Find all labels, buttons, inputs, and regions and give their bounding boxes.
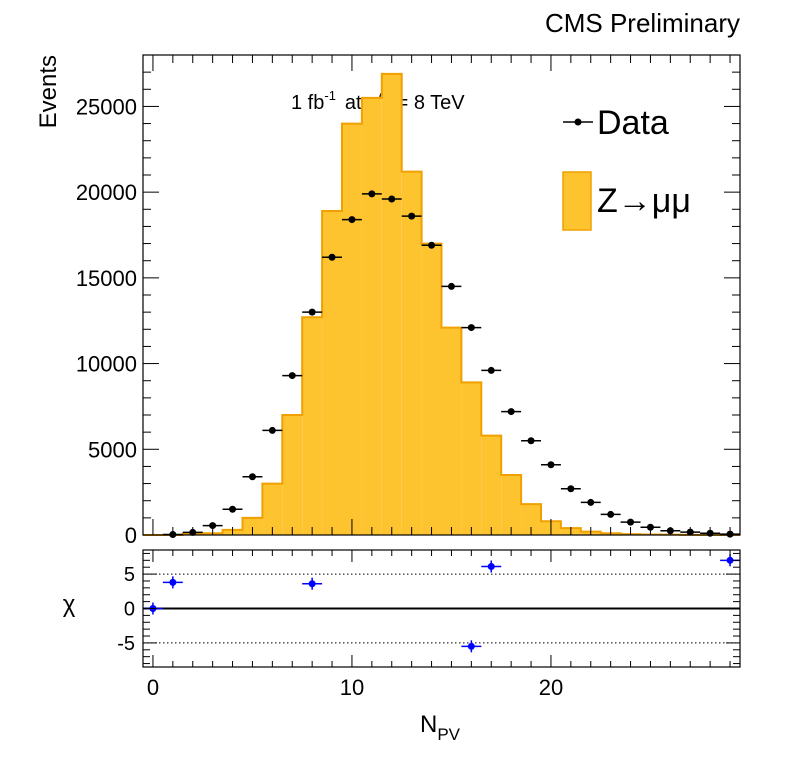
- mc-bar: [381, 73, 402, 535]
- lumi-value: 1 fb: [291, 92, 324, 114]
- data-point: [328, 253, 336, 261]
- ratio-panel: -5 0 5 0 10 20 χ: [63, 549, 741, 700]
- data-point: [607, 510, 615, 518]
- mc-histogram: [143, 72, 740, 536]
- data-point: [388, 195, 396, 203]
- data-point: [567, 485, 575, 493]
- chi-tick-label: 5: [124, 564, 135, 586]
- chi-point: [726, 556, 734, 564]
- data-point: [627, 518, 635, 526]
- data-point: [209, 522, 217, 530]
- y-tick-label: 25000: [76, 94, 137, 119]
- chi-point: [467, 642, 475, 650]
- chi-tick-label: -5: [117, 633, 135, 655]
- data-point: [368, 190, 376, 198]
- data-point: [348, 216, 356, 224]
- legend-data-marker: [574, 118, 582, 126]
- mc-bar: [421, 243, 442, 536]
- chi-axis-label: χ: [63, 591, 76, 618]
- mc-bar: [501, 475, 522, 535]
- data-point: [527, 437, 535, 445]
- chi-point: [487, 563, 495, 571]
- x-tick-label: 10: [340, 675, 364, 700]
- lumi-at: at: [345, 92, 362, 114]
- data-point: [547, 461, 555, 469]
- x-tick-label: 0: [147, 675, 159, 700]
- data-point: [308, 308, 316, 316]
- data-point: [248, 473, 256, 481]
- mc-bar: [302, 317, 323, 535]
- y-axis-label: Events: [35, 55, 62, 128]
- mc-bar: [481, 435, 502, 535]
- mc-bar: [441, 327, 462, 535]
- chi-tick-label: 0: [124, 599, 135, 621]
- legend-entry-mc: Z→μμ: [562, 171, 691, 231]
- legend-data-label: Data: [597, 104, 669, 142]
- lumi-exponent: -1: [324, 88, 336, 103]
- data-point: [288, 372, 296, 380]
- mc-bar: [322, 211, 342, 535]
- data-point: [408, 212, 416, 220]
- chi-points: [143, 554, 740, 653]
- x-axis-label-sub: PV: [437, 725, 460, 744]
- legend-mc-swatch: [562, 171, 592, 231]
- energy-value: = 8 TeV: [397, 92, 466, 114]
- legend-mc-label: Z→μμ: [597, 182, 691, 220]
- cms-header: CMS Preliminary: [545, 8, 740, 38]
- data-point: [587, 498, 595, 506]
- data-point: [487, 366, 495, 374]
- ratio-reference-lines: [143, 573, 740, 644]
- x-tick-label: 20: [539, 675, 563, 700]
- mc-bar: [401, 171, 422, 536]
- data-point: [268, 426, 276, 434]
- mc-outline: [143, 72, 740, 536]
- legend-entry-data: Data: [563, 104, 669, 142]
- main-axes: 0 5000 10000 15000 20000 25000: [76, 54, 740, 548]
- y-tick-label: 0: [125, 523, 137, 548]
- mc-bar: [242, 517, 263, 535]
- data-point: [467, 324, 475, 332]
- chi-point: [308, 580, 316, 588]
- ratio-axes: -5 0 5 0 10 20: [117, 550, 740, 700]
- mc-bar: [521, 504, 541, 535]
- mc-bar: [342, 123, 362, 536]
- data-point: [507, 408, 515, 416]
- y-tick-label: 10000: [76, 352, 137, 377]
- mc-bar: [461, 382, 482, 535]
- y-tick-label: 15000: [76, 266, 137, 291]
- data-point: [447, 282, 455, 290]
- main-panel: 0 5000 10000 15000 20000 25000 Events: [35, 54, 741, 548]
- mc-bar: [361, 97, 382, 535]
- mc-bar: [262, 483, 283, 535]
- data-point: [428, 241, 436, 249]
- y-tick-label: 5000: [88, 437, 137, 462]
- data-point: [229, 505, 237, 513]
- y-tick-label: 20000: [76, 180, 137, 205]
- x-axis-label: NPV: [420, 711, 461, 744]
- chi-point: [169, 578, 177, 586]
- legend: Data Z→μμ: [562, 104, 691, 231]
- mc-bar: [282, 415, 303, 535]
- x-axis-label-main: N: [420, 711, 437, 738]
